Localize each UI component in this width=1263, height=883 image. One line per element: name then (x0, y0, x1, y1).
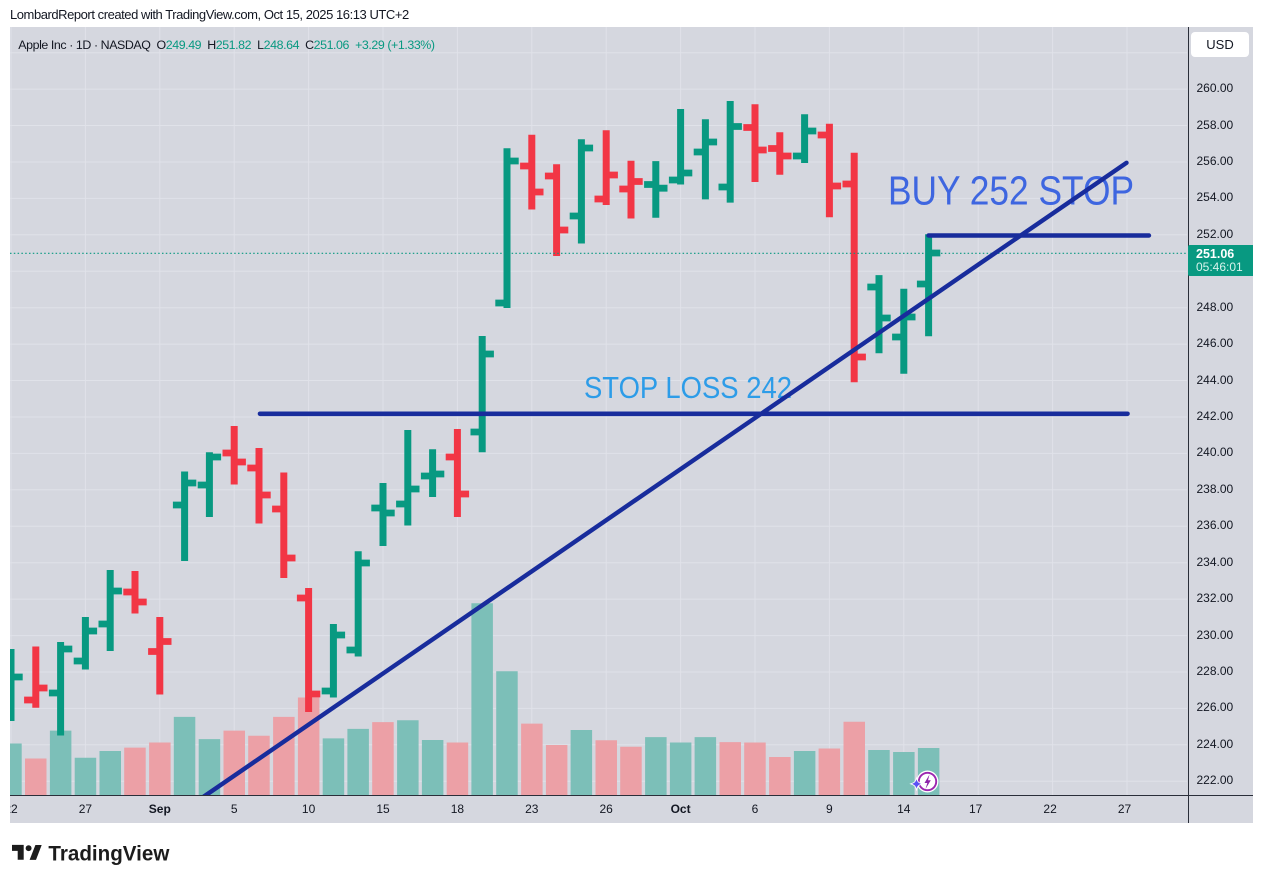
svg-text:BUY 252 STOP: BUY 252 STOP (888, 168, 1134, 214)
svg-text:STOP LOSS 242: STOP LOSS 242 (584, 370, 792, 405)
svg-text:TradingView: TradingView (48, 842, 169, 866)
